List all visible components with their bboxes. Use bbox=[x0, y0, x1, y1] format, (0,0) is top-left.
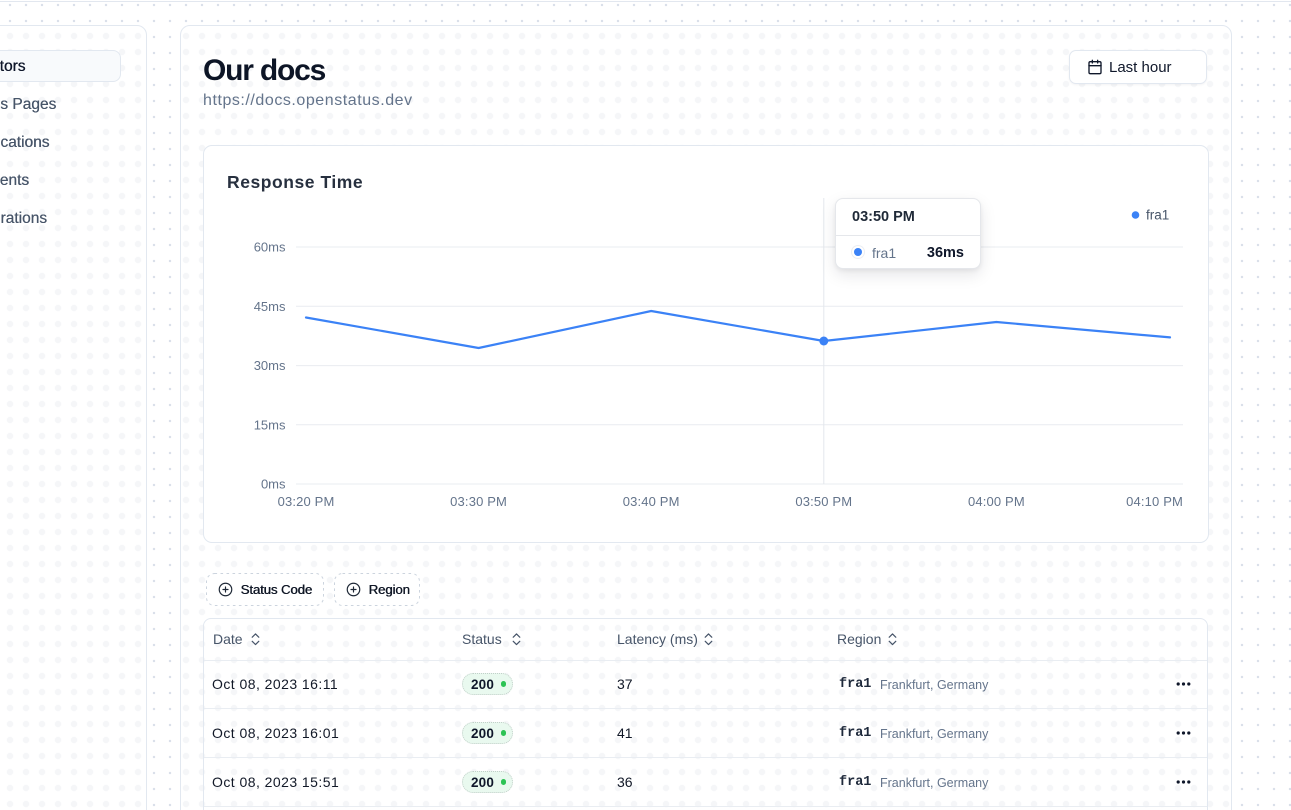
svg-text:03:40 PM: 03:40 PM bbox=[623, 494, 680, 509]
svg-text:03:30 PM: 03:30 PM bbox=[450, 494, 507, 509]
svg-text:03:50 PM: 03:50 PM bbox=[795, 494, 852, 509]
svg-text:60ms: 60ms bbox=[254, 240, 286, 255]
svg-text:04:00 PM: 04:00 PM bbox=[968, 494, 1025, 509]
svg-text:03:20 PM: 03:20 PM bbox=[278, 494, 335, 509]
svg-text:15ms: 15ms bbox=[254, 417, 286, 432]
svg-text:04:10 PM: 04:10 PM bbox=[1126, 494, 1183, 509]
svg-text:0ms: 0ms bbox=[261, 477, 286, 492]
svg-text:45ms: 45ms bbox=[254, 299, 286, 314]
svg-text:30ms: 30ms bbox=[254, 358, 286, 373]
svg-text:fra1: fra1 bbox=[1146, 208, 1169, 223]
